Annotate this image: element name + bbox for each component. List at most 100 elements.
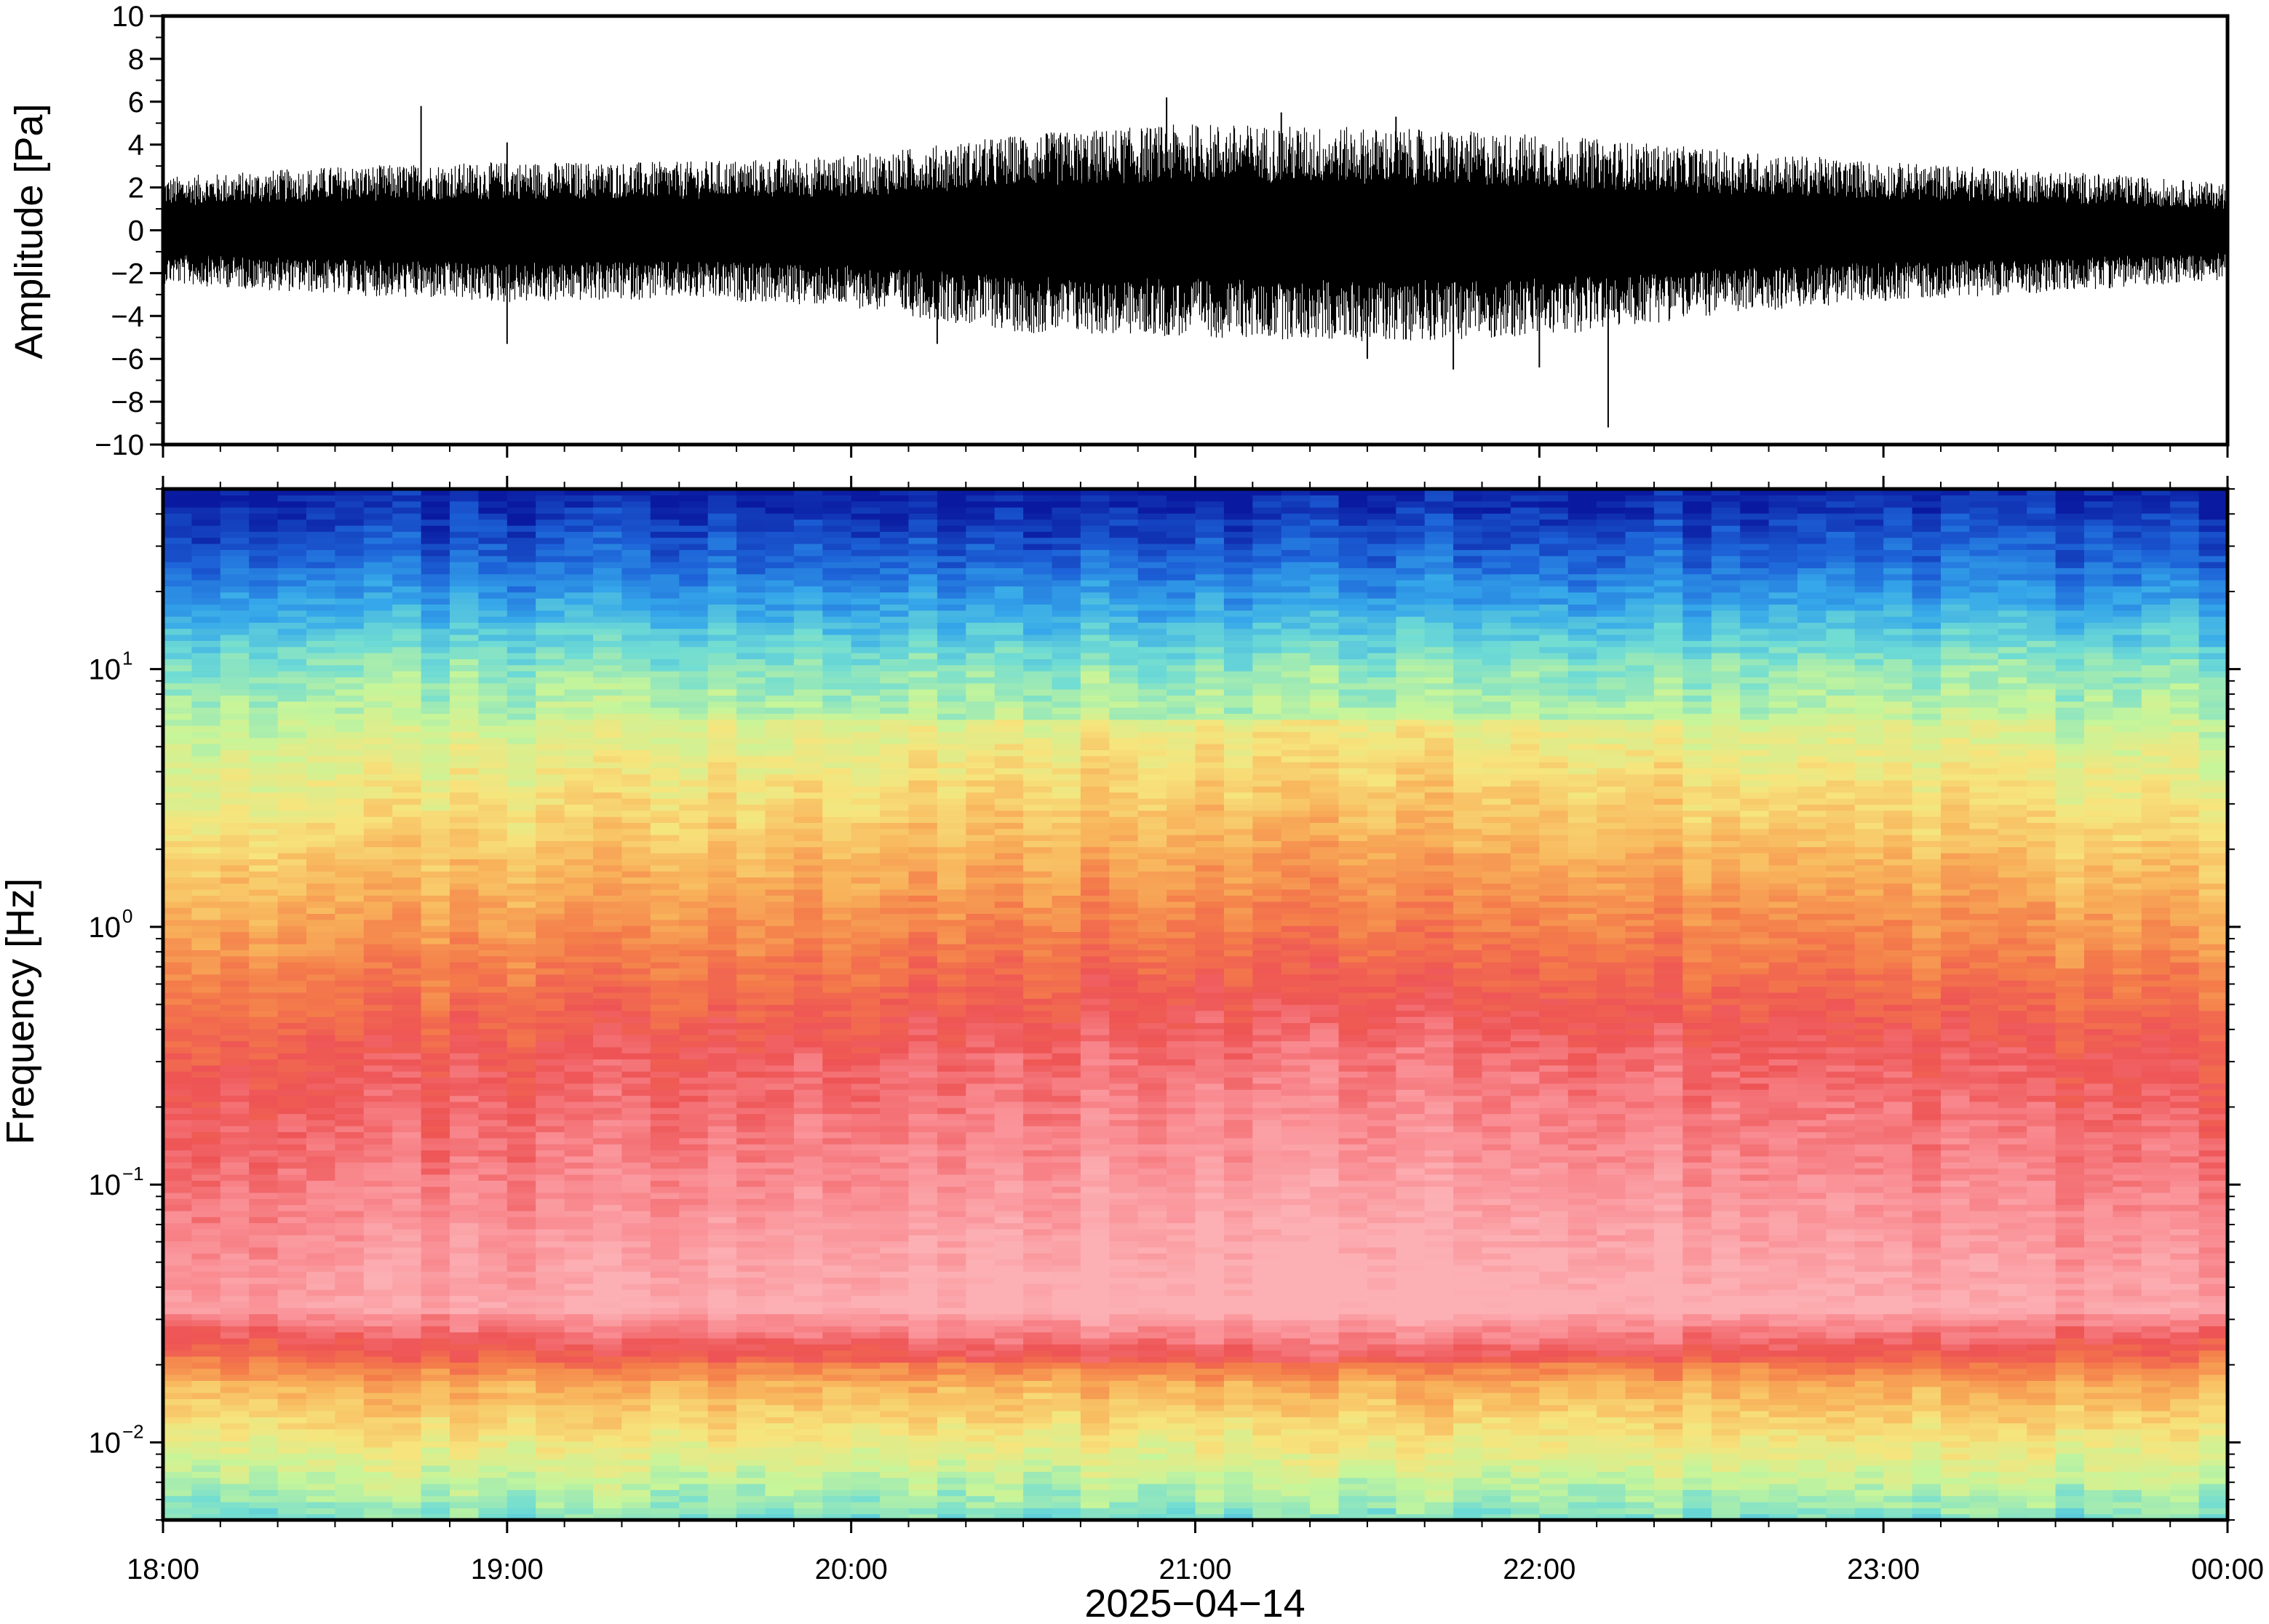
spectrogram-cell <box>822 604 852 611</box>
spectrogram-cell <box>765 1113 795 1121</box>
spectrogram-cell <box>564 1089 594 1096</box>
spectrogram-cell <box>363 1489 393 1497</box>
spectrogram-cell <box>450 1131 479 1139</box>
spectrogram-cell <box>306 531 335 538</box>
spectrogram-cell <box>306 592 335 599</box>
spectrogram-cell <box>306 1064 335 1072</box>
spectrogram-cell <box>793 573 823 581</box>
spectrogram-cell <box>650 695 680 702</box>
spectrogram-cell <box>191 592 221 599</box>
spectrogram-cell <box>421 495 450 502</box>
spectrogram-cell <box>536 1307 565 1315</box>
spectrogram-cell <box>880 968 910 975</box>
spectrogram-cell <box>421 913 450 920</box>
spectrogram-cell <box>191 1131 221 1139</box>
spectrogram-cell <box>650 1513 680 1519</box>
spectrogram-cell <box>392 822 422 829</box>
spectrogram-cell <box>851 689 881 696</box>
spectrogram-cell <box>679 568 709 575</box>
spectrogram-cell <box>793 622 823 629</box>
spectrogram-cell <box>679 889 709 896</box>
spectrogram-cell <box>966 768 996 775</box>
spectrogram-cell <box>249 1398 279 1406</box>
spectrogram-cell <box>220 1180 250 1187</box>
spectrogram-cell <box>593 816 622 823</box>
spectrogram-cell <box>793 664 823 672</box>
spectrogram-cell <box>450 1144 479 1151</box>
spectrogram-cell <box>621 1447 651 1454</box>
spectrogram-cell <box>306 1283 335 1290</box>
spectrogram-cell <box>220 598 250 605</box>
spectrogram-cell <box>937 1471 966 1478</box>
spectrogram-cell <box>564 1398 594 1406</box>
spectrogram-cell <box>593 737 622 744</box>
spectrogram-cell <box>937 1477 966 1484</box>
spectrogram-cell <box>536 634 565 641</box>
spectrogram-cell <box>937 1374 966 1381</box>
spectrogram-cell <box>277 689 307 696</box>
spectrogram-cell <box>164 1010 192 1017</box>
spectrogram-cell <box>793 519 823 526</box>
spectrogram-cell <box>335 780 365 787</box>
spectrogram-cell <box>793 822 823 829</box>
spectrogram-cell <box>506 1246 536 1254</box>
spectrogram-cell <box>793 835 823 841</box>
spectrogram-cell <box>851 1028 881 1035</box>
spectrogram-cell <box>880 1217 910 1224</box>
spectrogram-cell <box>793 1326 823 1333</box>
spectrogram-cell <box>908 555 938 562</box>
spectrogram-cell <box>880 1126 910 1133</box>
spectrogram-cell <box>593 628 622 635</box>
spectrogram-cell <box>277 768 307 775</box>
spectrogram-cell <box>220 544 250 550</box>
spectrogram-cell <box>306 1131 335 1139</box>
spectrogram-cell <box>164 701 192 708</box>
spectrogram-cell <box>593 1398 622 1406</box>
spectrogram-cell <box>306 1162 335 1169</box>
spectrogram-cell <box>478 1265 508 1272</box>
spectrogram-cell <box>335 859 365 866</box>
spectrogram-cell <box>593 822 622 829</box>
spectrogram-cell <box>249 1502 279 1508</box>
spectrogram-cell <box>220 1350 250 1357</box>
spectrogram-cell <box>536 1362 565 1369</box>
spectrogram-cell <box>536 1484 565 1490</box>
spectrogram-cell <box>392 1447 422 1454</box>
spectrogram-cell <box>793 950 823 957</box>
spectrogram-cell <box>822 1374 852 1381</box>
spectrogram-cell <box>765 1228 795 1235</box>
spectrogram-cell <box>707 592 737 599</box>
spectrogram-cell <box>908 1465 938 1472</box>
spectrogram-cell <box>335 1228 365 1235</box>
spectrogram-cell <box>621 744 651 750</box>
spectrogram-cell <box>335 1010 365 1017</box>
spectrogram-cell <box>650 864 680 872</box>
spectrogram-cell <box>536 883 565 890</box>
spectrogram-cell <box>851 1083 881 1090</box>
spectrogram-cell <box>363 1022 393 1030</box>
spectrogram-cell <box>392 1192 422 1199</box>
spectrogram-cell <box>593 1277 622 1284</box>
spectrogram-cell <box>937 719 966 726</box>
spectrogram-cell <box>937 1137 966 1145</box>
spectrogram-cell <box>593 664 622 672</box>
spectrogram-cell <box>335 573 365 581</box>
spectrogram-cell <box>564 968 594 975</box>
spectrogram-cell <box>478 1204 508 1211</box>
spectrogram-cell <box>363 1362 393 1369</box>
spectrogram-cell <box>450 634 479 641</box>
spectrogram-cell <box>880 816 910 823</box>
spectrogram-cell <box>306 1010 335 1017</box>
spectrogram-cell <box>765 889 795 896</box>
spectrogram-cell <box>736 495 766 502</box>
spectrogram-cell <box>621 1126 651 1133</box>
spectrogram-cell <box>908 877 938 884</box>
spectrogram-cell <box>593 1362 622 1369</box>
spectrogram-cell <box>536 1289 565 1297</box>
spectrogram-cell <box>249 1126 279 1133</box>
spectrogram-cell <box>679 1332 709 1339</box>
spectrogram-cell <box>937 974 966 981</box>
spectrogram-cell <box>851 1077 881 1084</box>
spectrogram-cell <box>765 501 795 508</box>
spectrogram-cell <box>363 1210 393 1217</box>
